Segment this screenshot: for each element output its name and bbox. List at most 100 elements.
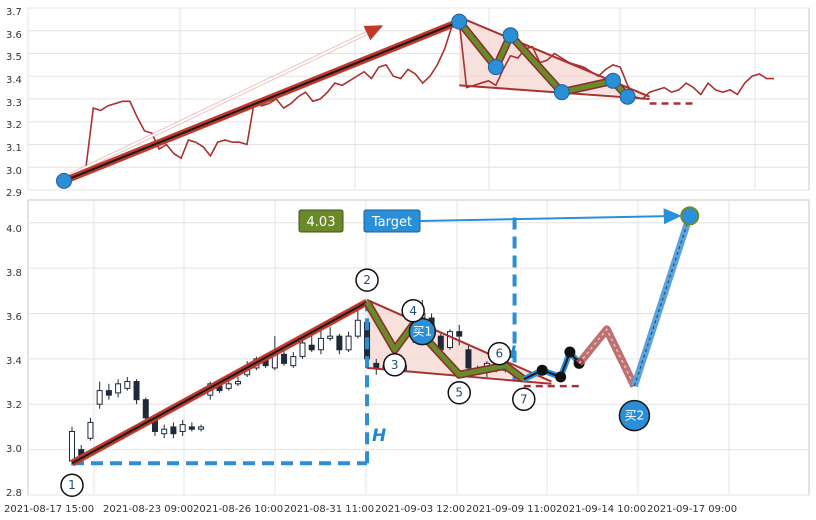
candle-body: [336, 335, 343, 351]
candle-body: [87, 421, 94, 439]
target-value-badge-box: [298, 209, 344, 233]
top-pivot-point: [604, 72, 621, 89]
candle-body: [124, 381, 131, 389]
candle-body: [465, 349, 472, 369]
candle-body: [225, 383, 232, 389]
pattern-point-label: 7: [520, 392, 528, 406]
candle-body: [308, 344, 315, 351]
x-tick-label: 2021-09-14 10:00: [556, 504, 646, 515]
bottom-y-tick-label: 3.8: [6, 268, 22, 279]
candle-body: [179, 424, 186, 432]
top-y-tick-label: 2.9: [6, 188, 22, 199]
pattern-point-6: 6: [487, 341, 512, 366]
top-pivot-point: [502, 27, 519, 44]
top-y-tick-label: 3.5: [6, 52, 22, 63]
candle-body: [317, 337, 324, 351]
top-y-tick-label: 3.0: [6, 166, 22, 177]
pattern-point-label: 1: [68, 478, 76, 492]
pattern-point-1: 1: [60, 473, 84, 497]
candle-body: [299, 342, 306, 358]
candle-body: [373, 362, 380, 369]
target-arrow: [419, 208, 682, 225]
bottom-y-axis: 4.0 3.8 3.6 3.4 3.2 3.0 2.8: [6, 224, 22, 499]
x-tick-label: 2021-08-31 11:00: [284, 504, 374, 515]
candle-body: [234, 381, 241, 385]
candle-body: [170, 426, 177, 435]
candle-body: [96, 390, 103, 405]
pattern-point-2: 2: [355, 268, 379, 292]
top-pivot-point: [553, 84, 570, 101]
bottom-y-tick-label: 3.0: [6, 444, 22, 455]
pattern-point-7: 7: [512, 387, 536, 412]
candle-body: [345, 335, 352, 351]
top-pivot-point: [619, 88, 636, 105]
top-y-tick-label: 3.3: [6, 98, 22, 109]
pattern-point-label: 2: [363, 273, 371, 287]
top-price-line: [63, 20, 774, 182]
target-point: [680, 206, 700, 226]
candle-body: [290, 356, 297, 367]
candle-body: [456, 331, 463, 337]
buy1-label: 买1: [413, 325, 433, 339]
bottom-y-tick-label: 2.8: [6, 488, 22, 499]
height-label-left: H: [372, 426, 386, 446]
top-marks: [56, 13, 774, 189]
x-tick-label: 2021-08-17 15:00: [4, 504, 94, 515]
buy2-label: 买2: [625, 409, 645, 423]
top-y-axis: 3.7 3.6 3.5 3.4 3.3 3.2 3.1 3.0 2.9: [6, 7, 22, 199]
pattern-point-4: 4: [401, 299, 425, 323]
target-label-text: Target: [371, 215, 412, 230]
pattern-point-circle: [447, 380, 471, 405]
pattern-point-3: 3: [382, 353, 407, 377]
recent-point: [564, 346, 576, 358]
pattern-point-label: 3: [391, 358, 399, 372]
bottom-trend-upper: [366, 298, 552, 383]
top-rise-core: [63, 20, 460, 182]
top-pivot-point: [451, 13, 468, 30]
candle-body: [354, 319, 361, 337]
x-tick-label: 2021-09-03 12:00: [375, 504, 465, 515]
top-ghost-arrow-inner: [69, 25, 384, 176]
top-y-tick-label: 3.1: [6, 143, 22, 154]
top-panel: 3.7 3.6 3.5 3.4 3.3 3.2 3.1 3.0 2.9: [6, 7, 810, 199]
pattern-point-circle: [401, 299, 425, 323]
top-y-tick-label: 3.2: [6, 120, 22, 131]
bottom-panel: 4.0 3.8 3.6 3.4 3.2 3.0 2.8 2021-08-17 1…: [4, 199, 810, 515]
top-pivot-point: [56, 172, 72, 189]
pattern-point-label: 6: [496, 347, 504, 361]
pattern-point-circle: [487, 341, 512, 366]
bottom-rise-core: [71, 301, 368, 465]
top-grid: [27, 7, 809, 191]
target-value-badge: 4.03: [298, 209, 344, 233]
candle-body: [142, 399, 149, 419]
candle-body: [161, 428, 168, 435]
candle-body: [115, 383, 122, 394]
target-label-badge: Target: [363, 209, 421, 233]
candle-body: [105, 390, 112, 396]
pattern-point-circle: [355, 268, 379, 292]
top-y-tick-label: 3.4: [6, 75, 22, 86]
candle-body: [198, 426, 205, 430]
buy2-marker: 买2: [618, 399, 651, 432]
x-tick-label: 2021-08-23 09:00: [103, 504, 193, 515]
bottom-zigzag: [364, 300, 526, 382]
target-path: [631, 214, 694, 388]
pattern-point-labels: 1 2 3 4 5 6 7: [60, 268, 536, 497]
candle-body: [69, 430, 75, 462]
top-y-tick-label: 3.7: [6, 7, 22, 18]
target-value-text: 4.03: [307, 215, 336, 230]
pattern-point-circle: [60, 473, 84, 497]
projection-path-inner: [578, 327, 636, 387]
bottom-y-tick-label: 3.4: [6, 356, 22, 367]
bottom-y-tick-label: 4.0: [6, 224, 22, 235]
buy1-marker: 买1: [408, 317, 437, 346]
pattern-point-label: 5: [455, 386, 463, 400]
buy1-circle: [408, 317, 437, 346]
x-tick-label: 2021-09-17 09:00: [647, 504, 737, 515]
pattern-point-circle: [512, 387, 536, 412]
top-y-tick-label: 3.6: [6, 30, 22, 41]
x-tick-label: 2021-09-09 11:00: [466, 504, 556, 515]
bottom-y-tick-label: 3.2: [6, 400, 22, 411]
candle-body: [188, 426, 195, 430]
